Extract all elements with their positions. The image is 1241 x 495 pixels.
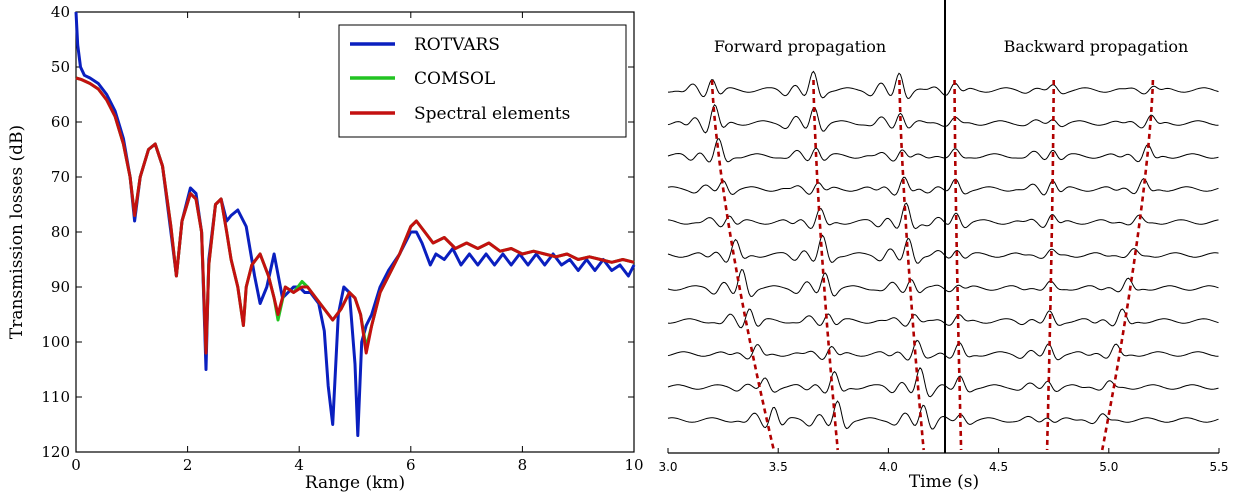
legend: ROTVARS COMSOL Spectral elements xyxy=(338,24,627,138)
left-x-tick-label: 0 xyxy=(71,456,81,474)
waveform-trace xyxy=(667,269,1219,298)
arrival-curves xyxy=(710,79,1155,451)
left-y-tick-label: 120 xyxy=(41,443,70,461)
arrival-curve-3 xyxy=(898,79,925,451)
legend-label-rotvars: ROTVARS xyxy=(414,35,500,55)
left-y-tick-label: 60 xyxy=(51,113,70,131)
arrival-curve-5 xyxy=(1045,80,1055,451)
right-x-tick-label: 4.5 xyxy=(989,460,1008,474)
left-y-axis-label: Transmission losses (dB) xyxy=(7,125,27,339)
left-x-ticks: 0 2 4 6 8 10 xyxy=(71,12,644,474)
waveform-trace xyxy=(667,137,1219,163)
arrival-curve-4 xyxy=(953,79,963,451)
waveform-trace xyxy=(667,176,1219,196)
waveform-trace xyxy=(667,202,1219,230)
left-y-tick-label: 70 xyxy=(51,168,70,186)
waveform-trace xyxy=(667,366,1219,398)
left-x-tick-label: 4 xyxy=(294,456,304,474)
left-y-tick-label: 110 xyxy=(41,388,70,406)
arrival-curve-2 xyxy=(812,79,839,451)
right-x-tick-label: 5.5 xyxy=(1209,460,1228,474)
propagation-waveform-chart: 3.0 3.5 4.0 4.5 5.0 5.5 Forward propagation B… xyxy=(658,0,1229,492)
right-x-tick-label: 3.0 xyxy=(658,460,677,474)
left-y-tick-label: 40 xyxy=(51,3,70,21)
left-y-tick-label: 50 xyxy=(51,58,70,76)
transmission-loss-chart: 0 2 4 6 8 10 40 50 60 70 80 90 100 110 120 Range (km)… xyxy=(7,3,644,493)
arrival-curve-6 xyxy=(1100,79,1155,451)
waveform-trace xyxy=(667,308,1219,329)
waveform-trace xyxy=(667,234,1219,264)
left-x-tick-label: 2 xyxy=(183,456,193,474)
legend-label-comsol: COMSOL xyxy=(414,69,495,89)
right-x-tick-label: 4.0 xyxy=(879,460,898,474)
waveform-trace xyxy=(667,400,1219,430)
right-x-tick-label: 3.5 xyxy=(769,460,788,474)
right-x-tick-label: 5.0 xyxy=(1099,460,1118,474)
backward-propagation-title: Backward propagation xyxy=(1004,37,1189,56)
waveform-trace xyxy=(667,104,1219,134)
left-y-ticks: 40 50 60 70 80 90 100 110 120 xyxy=(41,3,634,461)
left-y-tick-label: 90 xyxy=(51,278,70,296)
legend-label-spectral: Spectral elements xyxy=(414,104,570,124)
right-x-axis-label: Time (s) xyxy=(909,472,979,492)
left-x-axis-label: Range (km) xyxy=(305,473,405,493)
arrival-curve-1 xyxy=(710,79,776,451)
waveform-trace xyxy=(668,70,1219,100)
left-series-lines xyxy=(74,11,636,437)
left-x-tick-label: 6 xyxy=(406,456,416,474)
waveform-trace xyxy=(667,339,1219,361)
forward-propagation-title: Forward propagation xyxy=(714,37,886,56)
left-y-tick-label: 100 xyxy=(41,333,70,351)
left-y-tick-label: 80 xyxy=(51,223,70,241)
right-x-ticks: 3.0 3.5 4.0 4.5 5.0 5.5 xyxy=(658,448,1229,474)
left-x-tick-label: 8 xyxy=(518,456,528,474)
left-x-tick-label: 10 xyxy=(624,456,643,474)
series-line-spectral xyxy=(75,76,635,355)
